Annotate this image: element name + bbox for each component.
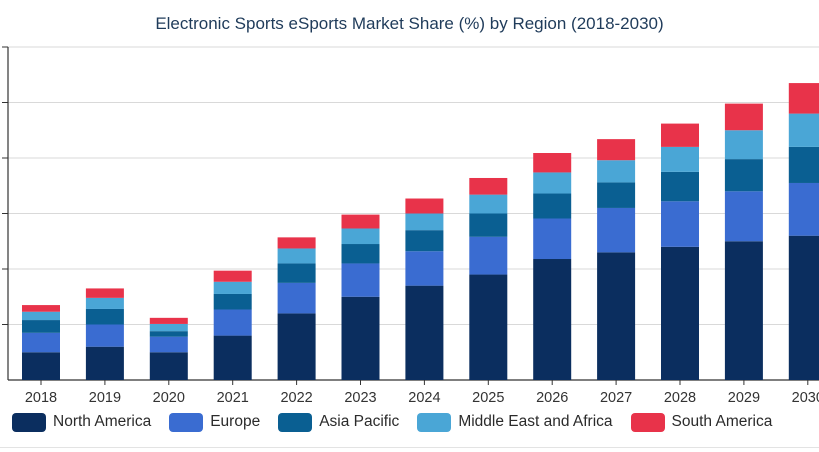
bar-south-america-2019 bbox=[85, 288, 124, 298]
bar-middle-east-and-africa-2021 bbox=[213, 281, 252, 294]
legend-swatch bbox=[169, 412, 204, 432]
legend-label: North America bbox=[53, 413, 152, 430]
x-tick-label: 2023 bbox=[344, 390, 376, 406]
bar-asia-pacific-2018 bbox=[22, 320, 60, 333]
bar-middle-east-and-africa-2025 bbox=[469, 194, 508, 214]
bar-south-america-2029 bbox=[724, 103, 763, 131]
bar-middle-east-and-africa-2024 bbox=[405, 213, 444, 231]
legend-swatch bbox=[417, 412, 452, 432]
bar-north-america-2022 bbox=[277, 313, 316, 380]
bar-europe-2023 bbox=[341, 263, 380, 297]
bar-asia-pacific-2019 bbox=[85, 308, 124, 325]
legend-label: Middle East and Africa bbox=[458, 413, 613, 430]
bar-europe-2018 bbox=[22, 332, 60, 353]
bar-middle-east-and-africa-2027 bbox=[597, 160, 636, 183]
legend-item-europe[interactable]: Europe bbox=[169, 412, 261, 432]
bar-middle-east-and-africa-2030 bbox=[788, 113, 819, 147]
x-tick-label: 2022 bbox=[280, 390, 312, 406]
bar-north-america-2030 bbox=[788, 235, 819, 380]
legend-swatch bbox=[278, 412, 313, 432]
bar-middle-east-and-africa-2022 bbox=[277, 248, 316, 264]
bar-middle-east-and-africa-2029 bbox=[724, 130, 763, 160]
chart-title: Electronic Sports eSports Market Share (… bbox=[155, 14, 664, 33]
legend-swatch bbox=[12, 412, 46, 432]
x-tick-label: 2029 bbox=[728, 390, 760, 406]
bar-south-america-2025 bbox=[469, 177, 508, 195]
bar-asia-pacific-2025 bbox=[469, 213, 508, 237]
bar-asia-pacific-2029 bbox=[724, 159, 763, 192]
x-tick-label: 2019 bbox=[89, 390, 121, 406]
bar-north-america-2023 bbox=[341, 296, 380, 380]
bar-europe-2019 bbox=[85, 324, 124, 347]
bar-middle-east-and-africa-2026 bbox=[533, 172, 572, 194]
legend-label: Europe bbox=[210, 413, 261, 430]
bar-south-america-2018 bbox=[22, 305, 60, 312]
bar-middle-east-and-africa-2020 bbox=[149, 323, 188, 332]
bar-asia-pacific-2030 bbox=[788, 146, 819, 183]
legend-label: South America bbox=[671, 413, 773, 430]
bar-north-america-2021 bbox=[213, 335, 252, 380]
x-tick-label: 2027 bbox=[600, 390, 632, 406]
bar-north-america-2018 bbox=[22, 352, 60, 380]
bar-north-america-2025 bbox=[469, 274, 508, 380]
x-tick-label: 2028 bbox=[664, 390, 696, 406]
bar-north-america-2019 bbox=[85, 346, 124, 380]
bar-north-america-2024 bbox=[405, 285, 444, 380]
x-tick-label: 2025 bbox=[472, 390, 504, 406]
bar-europe-2024 bbox=[405, 251, 444, 286]
bar-asia-pacific-2020 bbox=[149, 331, 188, 337]
legend-item-south-america[interactable]: South America bbox=[630, 412, 773, 432]
bar-europe-2029 bbox=[724, 191, 763, 242]
bar-asia-pacific-2026 bbox=[533, 193, 572, 219]
bar-europe-2021 bbox=[213, 309, 252, 336]
bar-north-america-2020 bbox=[149, 352, 188, 380]
legend-swatch bbox=[630, 412, 665, 432]
bar-europe-2025 bbox=[469, 236, 508, 275]
x-tick-label: 2018 bbox=[25, 390, 57, 406]
bar-south-america-2023 bbox=[341, 214, 380, 229]
bar-south-america-2020 bbox=[149, 317, 188, 324]
x-tick-label: 2026 bbox=[536, 390, 568, 406]
bar-south-america-2024 bbox=[405, 198, 444, 214]
bar-asia-pacific-2023 bbox=[341, 244, 380, 264]
bar-europe-2027 bbox=[597, 207, 636, 253]
bar-asia-pacific-2022 bbox=[277, 263, 316, 283]
x-tick-label: 2020 bbox=[153, 390, 185, 406]
chart-legend: North America Europe Asia Pacific Middle Ea… bbox=[12, 410, 790, 434]
bar-asia-pacific-2021 bbox=[213, 293, 252, 310]
bar-middle-east-and-africa-2023 bbox=[341, 228, 380, 245]
x-tick-label: 2021 bbox=[217, 390, 249, 406]
legend-label: Asia Pacific bbox=[319, 413, 400, 430]
bar-asia-pacific-2027 bbox=[597, 182, 636, 208]
bar-south-america-2026 bbox=[533, 153, 572, 173]
bar-asia-pacific-2028 bbox=[661, 171, 699, 202]
x-tick-label: 2024 bbox=[408, 390, 440, 406]
bar-north-america-2029 bbox=[724, 241, 763, 380]
bar-middle-east-and-africa-2019 bbox=[85, 297, 124, 309]
bar-middle-east-and-africa-2018 bbox=[22, 311, 60, 321]
bar-south-america-2022 bbox=[277, 237, 316, 249]
bar-south-america-2021 bbox=[213, 270, 252, 282]
bar-europe-2022 bbox=[277, 282, 316, 314]
bottom-divider bbox=[0, 447, 819, 448]
bar-south-america-2027 bbox=[597, 139, 636, 161]
bar-north-america-2027 bbox=[597, 252, 636, 380]
bar-asia-pacific-2024 bbox=[405, 230, 444, 252]
bar-north-america-2028 bbox=[661, 246, 699, 380]
x-tick-label: 2030 bbox=[792, 390, 819, 406]
bar-south-america-2030 bbox=[788, 83, 819, 114]
bar-europe-2020 bbox=[149, 336, 188, 353]
legend-item-asia-pacific[interactable]: Asia Pacific bbox=[278, 412, 400, 432]
legend-item-north-america[interactable]: North America bbox=[12, 412, 152, 432]
bar-south-america-2028 bbox=[661, 123, 699, 147]
bar-middle-east-and-africa-2028 bbox=[661, 146, 699, 172]
bar-europe-2030 bbox=[788, 182, 819, 236]
bar-north-america-2026 bbox=[533, 259, 572, 380]
bar-europe-2026 bbox=[533, 218, 572, 260]
legend-item-middle-east-and-africa[interactable]: Middle East and Africa bbox=[417, 412, 613, 432]
bar-europe-2028 bbox=[661, 201, 699, 247]
